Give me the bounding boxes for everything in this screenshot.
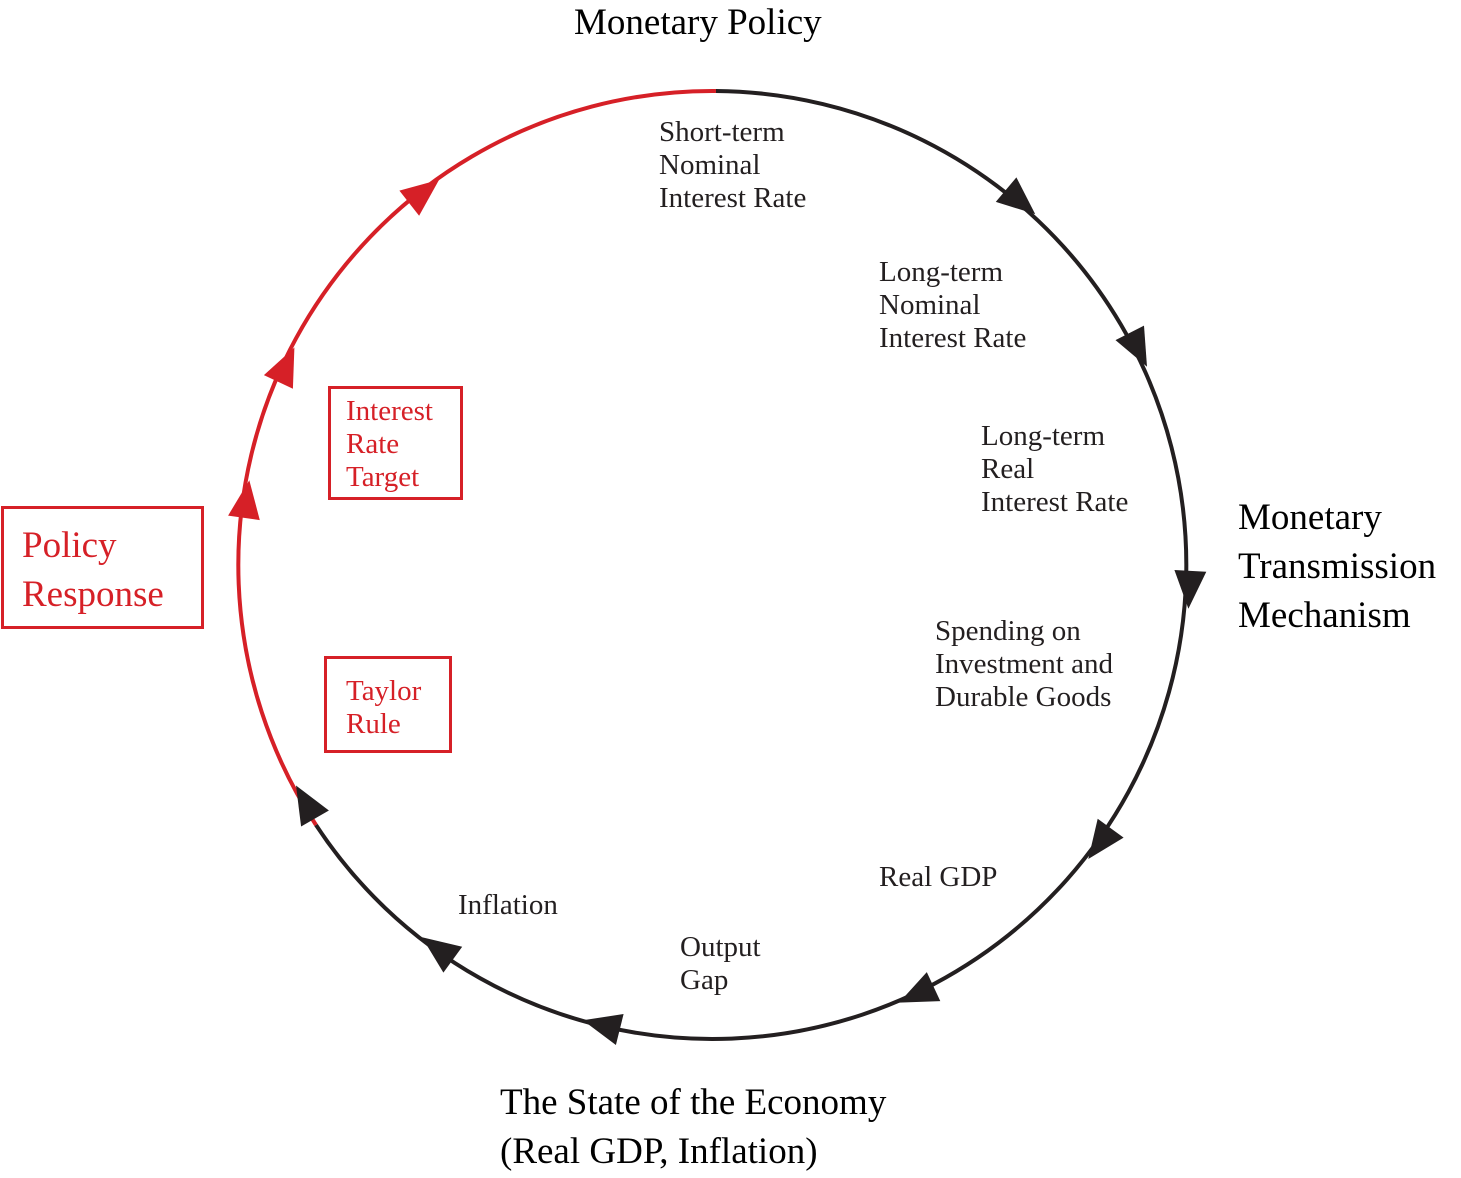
real-gdp-label: Real GDP	[879, 861, 998, 893]
heading-line: Mechanism	[1238, 595, 1411, 636]
taylor-rule-box: Taylor Rule	[324, 656, 452, 753]
transmission-cycle-arc	[314, 89, 1189, 1041]
economy-arrow-head	[582, 1014, 624, 1045]
box-line: Taylor	[346, 675, 422, 707]
policy-response-arc	[236, 88, 717, 827]
transmission-arrow-head	[1115, 325, 1147, 367]
monetary-transmission-heading: Monetary Transmission Mechanism	[1238, 493, 1436, 640]
label-line: Nominal	[879, 289, 981, 321]
label-line: Output	[680, 931, 761, 963]
short-term-nominal-rate-label: Short-term Nominal Interest Rate	[659, 116, 806, 215]
state-of-economy-heading: The State of the Economy (Real GDP, Infl…	[500, 1078, 886, 1176]
box-line: Response	[22, 574, 164, 615]
label-line: Interest Rate	[879, 322, 1027, 354]
box-line: Policy	[22, 525, 117, 566]
transmission-arrow-head	[995, 177, 1036, 215]
long-term-real-rate-label: Long-term Real Interest Rate	[981, 420, 1128, 519]
spending-label: Spending on Investment and Durable Goods	[935, 615, 1113, 714]
policy-arrow-head	[399, 179, 440, 216]
label-line: Short-term	[659, 116, 785, 148]
label-line: Nominal	[659, 149, 761, 181]
long-term-nominal-rate-label: Long-term Nominal Interest Rate	[879, 256, 1026, 355]
label-line: Durable Goods	[935, 681, 1112, 713]
policy-response-box: Policy Response	[1, 506, 204, 629]
box-line: Rule	[346, 708, 401, 740]
heading-line: (Real GDP, Inflation)	[500, 1131, 818, 1172]
inflation-label: Inflation	[458, 889, 558, 921]
economy-arrow-head	[296, 785, 329, 827]
interest-rate-target-box: Interest Rate Target	[328, 386, 463, 500]
label-line: Long-term	[879, 256, 1004, 288]
label-line: Long-term	[981, 420, 1106, 452]
label-line: Real	[981, 453, 1035, 485]
box-line: Rate	[346, 428, 400, 460]
heading-line: Transmission	[1238, 546, 1437, 587]
policy-arrow-head	[263, 347, 295, 389]
transmission-arrow-head	[1088, 818, 1124, 859]
transmission-arrow-head	[1174, 570, 1207, 609]
heading-line: The State of the Economy	[500, 1082, 887, 1123]
monetary-policy-heading: Monetary Policy	[574, 2, 822, 43]
label-line: Gap	[680, 964, 729, 996]
policy-arrow-head	[228, 480, 260, 521]
box-line: Target	[346, 461, 420, 493]
label-line: Spending on	[935, 615, 1081, 647]
heading-line: Monetary	[1238, 497, 1382, 538]
output-gap-label: Output Gap	[680, 931, 761, 997]
cycle-arrowheads	[228, 177, 1207, 1045]
economy-arrow-head	[422, 937, 463, 973]
label-line: Investment and	[935, 648, 1113, 680]
label-line: Interest Rate	[981, 486, 1129, 518]
label-line: Interest Rate	[659, 182, 807, 214]
transmission-arrow-head	[899, 972, 941, 1003]
box-line: Interest	[346, 395, 433, 427]
